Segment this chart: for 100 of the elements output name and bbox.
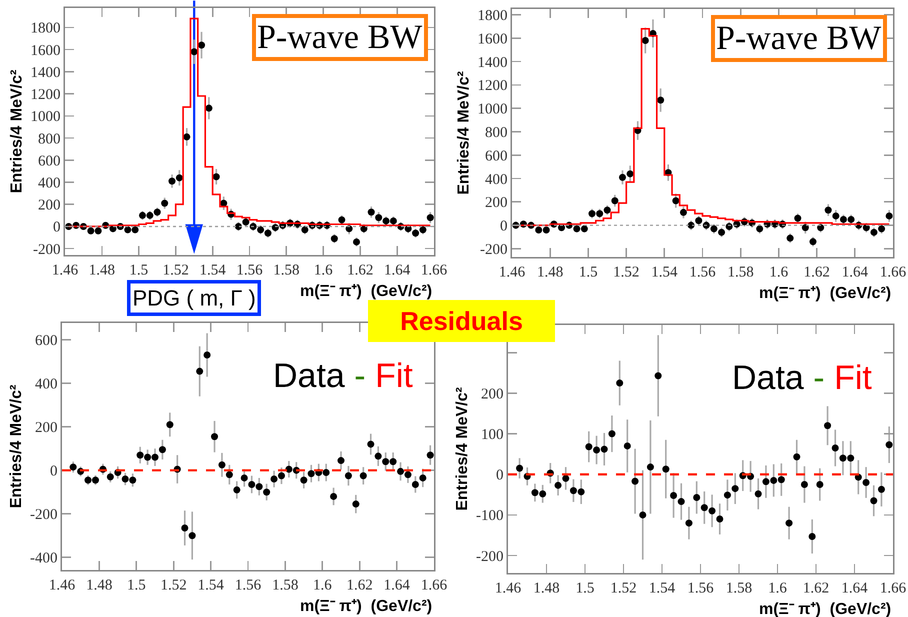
point: [242, 218, 250, 226]
point: [710, 225, 718, 232]
point: [136, 452, 144, 459]
point: [756, 225, 764, 232]
x-tick-label: 1.56: [234, 578, 262, 594]
point: [196, 368, 204, 375]
point: [570, 487, 577, 494]
x-tick-label: 1.5: [576, 580, 594, 596]
point: [211, 433, 218, 440]
point: [106, 473, 114, 480]
x-tick-label: 1.66: [420, 578, 448, 594]
point: [84, 476, 92, 484]
point: [419, 226, 426, 234]
point: [92, 476, 99, 484]
annotation: Data - Fit: [732, 359, 872, 397]
point: [824, 422, 832, 430]
x-tick-label: 1.52: [610, 580, 637, 596]
x-tick-label: 1.5: [127, 578, 146, 594]
x-tick-label: 1.52: [162, 262, 189, 278]
point: [419, 474, 426, 482]
x-tick-label: 1.64: [384, 262, 411, 278]
x-tick-label: 1.58: [273, 262, 300, 278]
point: [382, 458, 390, 466]
y-tick-label: 200: [38, 198, 60, 214]
point: [794, 214, 802, 222]
point: [585, 443, 592, 450]
point: [146, 212, 154, 219]
point: [168, 178, 176, 185]
point: [132, 226, 139, 234]
x-tick-label: 1.5: [578, 264, 598, 280]
point: [212, 173, 220, 180]
x-tick-label: 1.56: [689, 264, 716, 280]
point: [70, 464, 77, 471]
x-tick-label: 1.62: [802, 580, 830, 596]
point: [374, 452, 382, 460]
point: [404, 471, 412, 478]
y-tick-label: 0: [496, 468, 504, 484]
x-tick-label: 1.66: [420, 262, 448, 278]
point: [786, 520, 793, 527]
point: [94, 227, 102, 234]
point: [412, 230, 420, 237]
point: [152, 454, 158, 461]
point: [618, 174, 626, 181]
point: [824, 206, 832, 214]
point: [204, 351, 211, 358]
point: [624, 442, 631, 450]
point: [639, 511, 646, 518]
point: [240, 474, 248, 482]
point: [382, 217, 390, 224]
point: [604, 206, 611, 214]
point: [786, 234, 794, 242]
point: [516, 464, 524, 472]
x-tick-label: 1.66: [880, 264, 907, 280]
y-tick-label: 1200: [30, 87, 60, 104]
y-tick-label: 0: [50, 464, 58, 480]
point: [596, 210, 604, 218]
point: [144, 454, 152, 461]
point: [124, 226, 132, 234]
point: [778, 476, 785, 484]
point: [657, 96, 664, 104]
point: [330, 492, 338, 500]
point: [573, 225, 580, 232]
point: [578, 488, 585, 496]
point: [847, 454, 854, 462]
x-tick-label: 1.54: [648, 580, 676, 596]
x-tick-label: 1.62: [346, 578, 373, 594]
x-tick-label: 1.48: [86, 578, 112, 594]
point: [816, 481, 824, 488]
annotation: P-wave BW: [257, 19, 424, 56]
point: [233, 486, 240, 494]
point: [700, 504, 708, 512]
x-tick-label: 1.48: [536, 264, 564, 280]
point: [886, 441, 893, 448]
point: [693, 494, 700, 501]
point: [593, 446, 600, 454]
point: [616, 380, 624, 387]
y-axis-title: Entries/4 MeV/c²: [454, 387, 472, 511]
x-axis-title: m(Ξ⁻ π⁺) (GeV/c²): [759, 285, 892, 302]
point: [257, 226, 264, 234]
point: [226, 471, 233, 478]
point: [250, 222, 257, 230]
y-tick-label: 400: [38, 176, 60, 192]
point: [554, 482, 562, 489]
x-tick-label: 1.48: [533, 580, 560, 596]
x-tick-label: 1.6: [769, 264, 789, 280]
x-tick-label: 1.66: [880, 580, 907, 596]
point: [724, 492, 731, 499]
point: [611, 197, 618, 204]
point: [188, 532, 196, 540]
point: [695, 217, 702, 224]
point: [256, 483, 263, 490]
point: [732, 485, 739, 492]
point: [390, 458, 397, 466]
point: [181, 524, 188, 532]
point: [397, 468, 404, 475]
x-tick-label: 1.56: [236, 262, 264, 278]
y-tick-label: 200: [481, 386, 504, 402]
y-tick-label: 1200: [478, 78, 508, 94]
x-tick-label: 1.54: [198, 578, 224, 594]
point: [367, 440, 374, 448]
